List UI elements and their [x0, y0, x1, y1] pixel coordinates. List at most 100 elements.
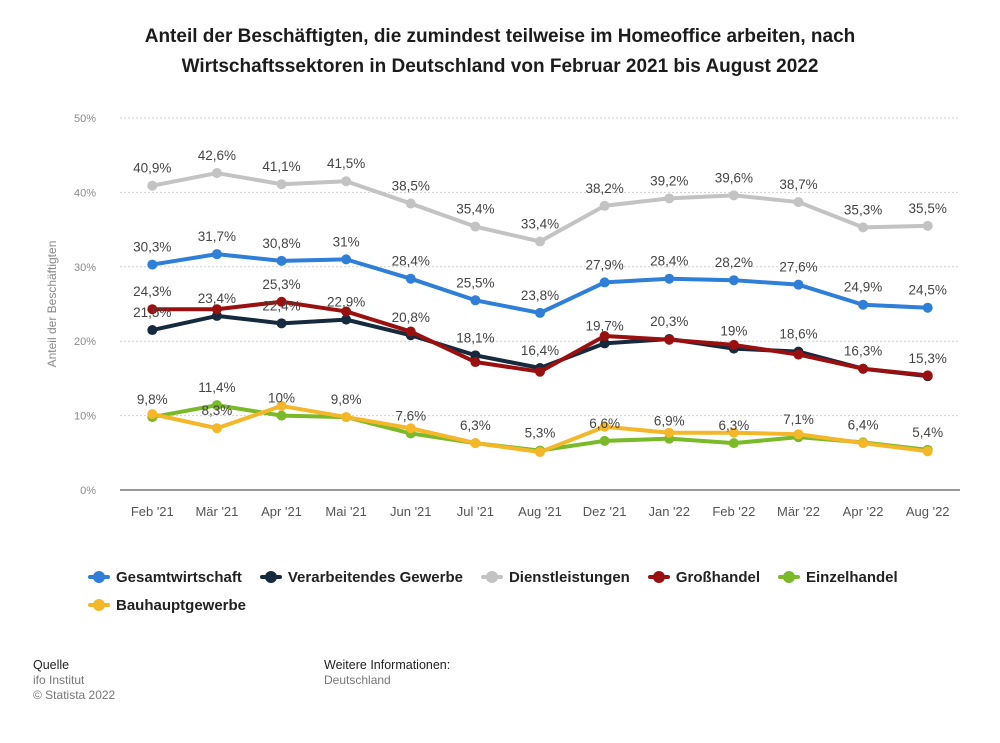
data-label: 25,5% [456, 275, 494, 290]
x-tick-label: Aug '22 [906, 504, 950, 519]
data-point[interactable] [147, 325, 158, 336]
data-point[interactable] [728, 339, 739, 350]
legend-item-verarbeitendes-gewerbe[interactable]: Verarbeitendes Gewerbe [259, 566, 463, 588]
data-point[interactable] [599, 277, 610, 288]
x-tick-label: Apr '21 [261, 504, 302, 519]
info-line: Deutschland [324, 673, 391, 687]
data-point[interactable] [341, 306, 352, 317]
source-block: Quelle ifo Institut © Statista 2022 [33, 658, 115, 703]
data-point[interactable] [535, 236, 545, 247]
data-point[interactable] [599, 330, 610, 341]
x-tick-label: Jun '21 [390, 504, 432, 519]
data-point[interactable] [211, 304, 222, 315]
data-label: 30,8% [262, 236, 300, 251]
data-point[interactable] [147, 180, 158, 191]
data-point[interactable] [664, 273, 675, 284]
data-label: 22,4% [262, 298, 300, 313]
data-point[interactable] [599, 338, 610, 349]
data-label: 38,7% [779, 177, 817, 192]
data-label: 10% [268, 391, 295, 406]
data-label: 6,3% [718, 418, 749, 433]
x-tick-label: Jul '21 [457, 504, 494, 519]
legend-swatch [88, 599, 110, 611]
data-point[interactable] [922, 446, 933, 457]
data-point[interactable] [276, 318, 287, 329]
data-point[interactable] [728, 438, 739, 449]
data-point[interactable] [147, 259, 158, 270]
y-tick-label: 10% [74, 411, 96, 423]
data-point[interactable] [341, 254, 352, 265]
data-label: 31,7% [198, 229, 236, 244]
legend-item-dienstleistungen[interactable]: Dienstleistungen [480, 566, 630, 588]
data-point[interactable] [276, 179, 287, 190]
data-label: 18,6% [779, 327, 817, 342]
x-tick-label: Mär '21 [195, 504, 238, 519]
legend-item-gro-handel[interactable]: Großhandel [647, 566, 760, 588]
data-point[interactable] [470, 221, 481, 232]
data-point[interactable] [147, 304, 158, 315]
data-label: 31% [333, 234, 360, 249]
data-point[interactable] [147, 409, 158, 420]
data-point[interactable] [728, 275, 739, 286]
chart-title-line2: Wirtschaftssektoren in Deutschland von F… [181, 56, 819, 77]
data-point[interactable] [470, 357, 481, 368]
data-point[interactable] [535, 366, 545, 377]
data-point[interactable] [535, 447, 545, 458]
data-point[interactable] [341, 412, 352, 423]
data-point[interactable] [535, 307, 545, 318]
data-point[interactable] [922, 302, 933, 313]
data-point[interactable] [470, 438, 481, 449]
data-point[interactable] [664, 193, 675, 204]
data-label: 28,4% [392, 254, 430, 269]
data-point[interactable] [793, 279, 804, 290]
data-point[interactable] [211, 423, 222, 434]
data-point[interactable] [728, 190, 739, 201]
data-point[interactable] [858, 222, 869, 233]
data-point[interactable] [211, 168, 222, 179]
data-point[interactable] [728, 427, 739, 438]
data-point[interactable] [405, 326, 416, 337]
x-tick-label: Jan '22 [648, 504, 690, 519]
data-point[interactable] [211, 400, 222, 411]
data-point[interactable] [211, 249, 222, 260]
data-point[interactable] [793, 429, 804, 440]
legend-marker-icon [264, 571, 277, 583]
data-point[interactable] [599, 435, 610, 446]
data-point[interactable] [858, 438, 869, 449]
data-label: 19,7% [585, 318, 623, 333]
data-point[interactable] [405, 423, 416, 434]
data-point[interactable] [664, 334, 675, 345]
legend-item-bauhauptgewerbe[interactable]: Bauhauptgewerbe [88, 594, 246, 616]
data-point[interactable] [922, 220, 933, 231]
legend-label: Verarbeitendes Gewerbe [287, 568, 463, 586]
data-point[interactable] [470, 295, 481, 306]
data-point[interactable] [664, 427, 675, 438]
data-point[interactable] [858, 363, 869, 374]
data-label: 21,5% [133, 305, 171, 320]
data-point[interactable] [793, 349, 804, 360]
data-point[interactable] [341, 314, 352, 325]
data-point[interactable] [276, 296, 287, 307]
data-point[interactable] [341, 176, 352, 187]
legend: Gesamtwirtschaft Verarbeitendes Gewerbe Di… [88, 566, 958, 622]
data-label: 8,3% [202, 403, 233, 418]
data-label: 35,5% [909, 201, 947, 216]
data-label: 33,4% [521, 217, 559, 232]
data-label: 16,4% [521, 343, 559, 358]
data-point[interactable] [276, 255, 287, 266]
data-point[interactable] [793, 197, 804, 208]
data-point[interactable] [858, 299, 869, 310]
data-point[interactable] [922, 370, 933, 381]
legend-item-gesamtwirtschaft[interactable]: Gesamtwirtschaft [88, 566, 242, 588]
data-point[interactable] [599, 421, 610, 432]
data-point[interactable] [599, 200, 610, 211]
series-bauhauptgewerbe [147, 400, 933, 458]
data-label: 30,3% [133, 240, 171, 255]
data-point[interactable] [405, 273, 416, 284]
data-label: 9,8% [137, 392, 168, 407]
data-point[interactable] [405, 198, 416, 209]
data-point[interactable] [276, 400, 287, 411]
y-axis-label: Anteil der Beschäftigten [45, 241, 59, 368]
data-point[interactable] [276, 410, 287, 421]
legend-item-einzelhandel[interactable]: Einzelhandel [778, 566, 898, 588]
